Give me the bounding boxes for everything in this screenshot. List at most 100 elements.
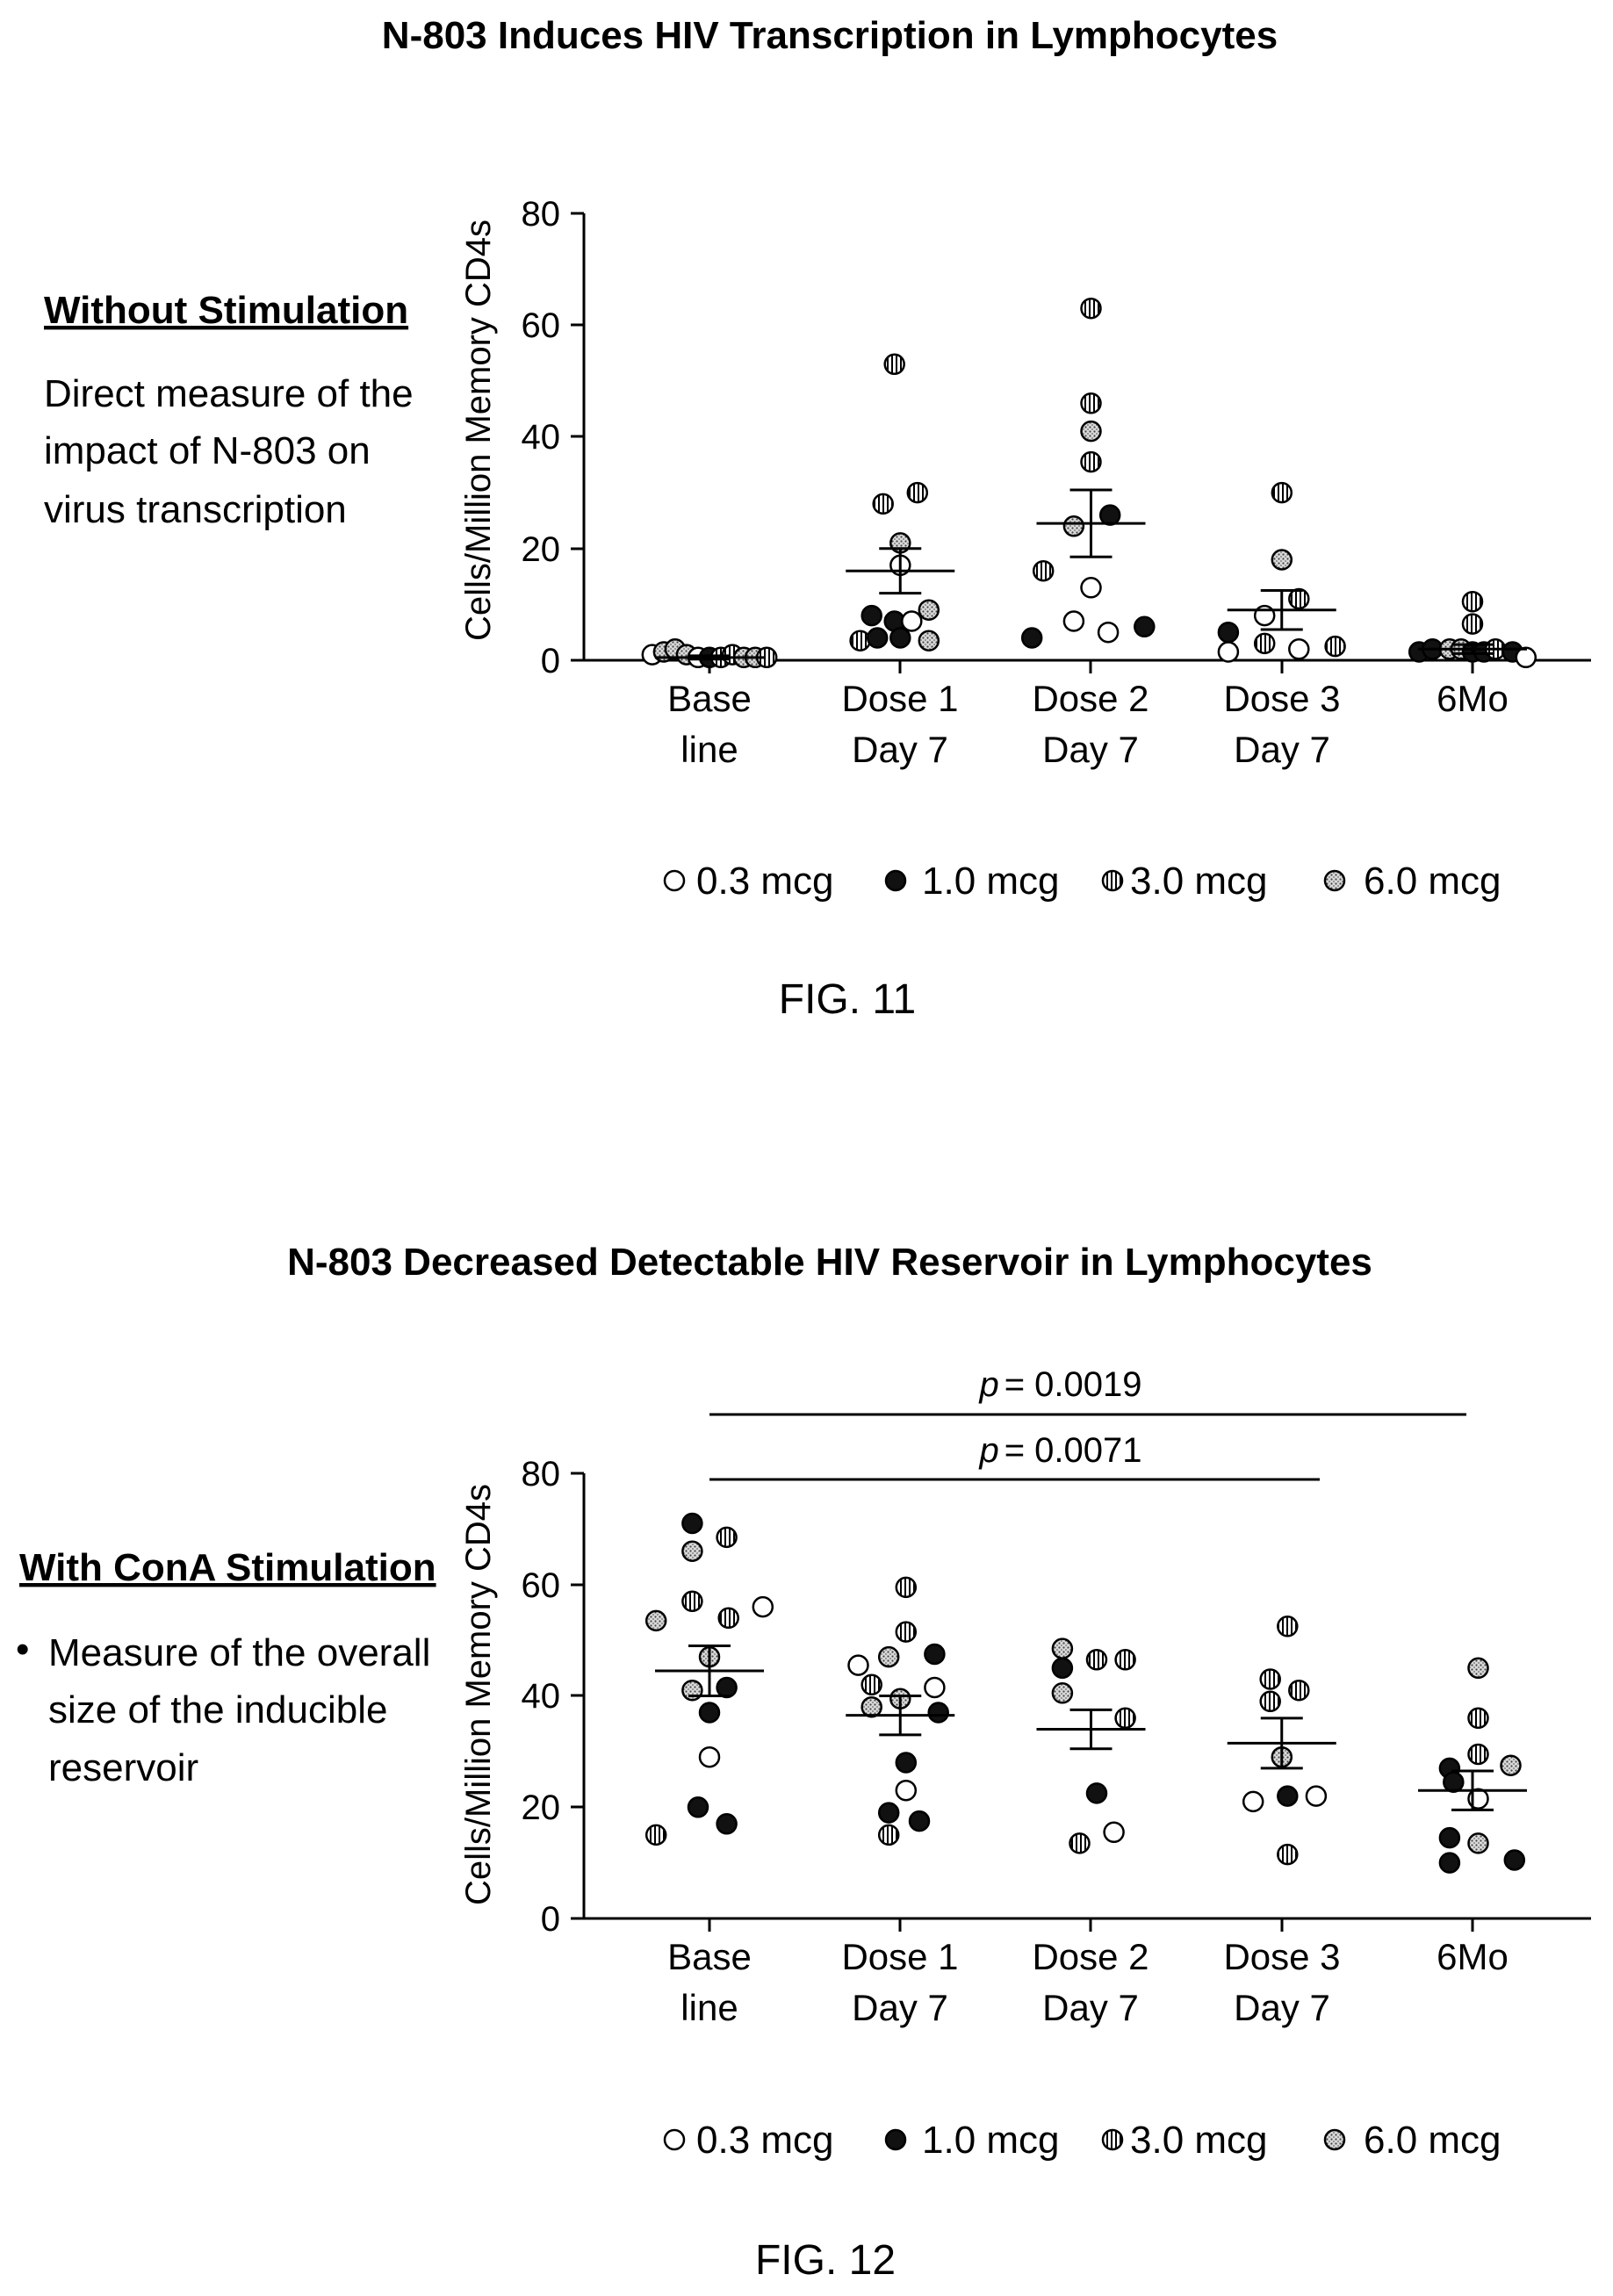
data-point-striped [1271, 481, 1293, 504]
y-axis: 0 20 40 60 80 [522, 1455, 586, 1939]
data-point-open [1242, 1790, 1264, 1813]
data-point-filled [681, 1512, 703, 1535]
legend-label: 0.3 mcg [696, 2119, 834, 2162]
data-point-filled [866, 627, 889, 649]
legend-marker-filled [884, 869, 907, 892]
x-tick-label: line [680, 1987, 738, 2028]
legend-label: 3.0 mcg [1130, 2119, 1268, 2162]
p-value-label: p = 0.0071 [978, 1431, 1141, 1470]
p-value-label: p = 0.0019 [978, 1365, 1141, 1404]
data-point-filled [1051, 1657, 1074, 1680]
data-point-dotted [1500, 1754, 1522, 1776]
x-tick-label: Dose 1 [841, 678, 958, 719]
data-point-striped [895, 1576, 918, 1599]
x-tick-label: Base [667, 1936, 752, 1977]
data-point-open [1305, 1785, 1328, 1807]
data-point-striped [849, 630, 871, 651]
x-tick-label: Day 7 [1234, 1987, 1330, 2028]
y-axis-label: Cells/Million Memory CD4s [459, 220, 498, 641]
data-point-filled [1277, 1785, 1299, 1807]
p-symbol: p [978, 1431, 998, 1470]
legend-label: 0.3 mcg [696, 860, 834, 903]
y-tick-label: 20 [522, 530, 561, 569]
data-point-striped [1069, 1832, 1091, 1854]
data-point-dotted [1051, 1682, 1074, 1704]
data-point-filled [927, 1702, 949, 1724]
legend-marker-open [663, 869, 686, 892]
y-tick-label: 80 [522, 1455, 561, 1493]
legend-marker-dotted [1323, 869, 1346, 892]
data-point-open [1062, 610, 1085, 632]
x-tick-label: Day 7 [852, 1987, 948, 2028]
data-point-striped [644, 1824, 667, 1846]
data-point-filled [1503, 1849, 1526, 1871]
side-bullet: • [16, 1628, 29, 1671]
data-point-filled [1085, 1782, 1108, 1804]
data-point-filled [716, 1813, 738, 1835]
x-tick-label: Dose 3 [1223, 678, 1340, 719]
data-point-striped [1032, 559, 1055, 582]
data-point-striped [1259, 1668, 1281, 1690]
data-point-filled [1443, 1771, 1465, 1793]
data-point-filled [716, 1676, 738, 1699]
data-point-dotted [1467, 1657, 1489, 1680]
data-point-open [1288, 638, 1310, 660]
data-point-dotted [1467, 1832, 1489, 1854]
legend: 0.3 mcg 1.0 mcg 3.0 mcg 6.0 mcg [663, 2119, 1501, 2162]
data-point-open [698, 1745, 721, 1768]
y-tick-label: 40 [522, 418, 561, 457]
data-point-open [924, 1676, 946, 1699]
plot-area [644, 1512, 1527, 1874]
y-tick-label: 60 [522, 306, 561, 345]
x-tick-label: Dose 2 [1032, 1936, 1149, 1977]
data-point-dotted [1062, 515, 1085, 537]
data-point-dotted [918, 599, 940, 621]
data-point-striped [1467, 1743, 1489, 1766]
data-point-striped [1324, 635, 1346, 658]
data-point-open [847, 1654, 869, 1676]
x-tick-label: 6Mo [1437, 678, 1509, 719]
data-point-dotted [1051, 1637, 1074, 1659]
data-point-striped [1114, 1649, 1136, 1671]
data-point-striped [861, 1673, 882, 1696]
x-tick-label: Day 7 [1234, 729, 1330, 770]
legend-marker-open [663, 2128, 686, 2151]
p-symbol: p [978, 1365, 998, 1404]
legend-label: 6.0 mcg [1364, 2119, 1501, 2162]
data-point-dotted [644, 1609, 667, 1632]
data-point-filled [1438, 1852, 1461, 1874]
chart-title: N-803 Induces HIV Transcription in Lymph… [382, 14, 1278, 57]
x-tick-label: Base [667, 678, 752, 719]
p-value: = 0.0071 [1005, 1431, 1142, 1470]
data-point-filled [1217, 621, 1240, 644]
data-point-striped [877, 1824, 900, 1846]
legend-marker-striped [1101, 2128, 1124, 2151]
data-point-filled [1020, 627, 1043, 649]
figure-label: FIG. 12 [755, 2237, 896, 2284]
data-point-dotted [877, 1645, 900, 1668]
data-point-open [1515, 646, 1537, 669]
data-point-striped [1253, 632, 1276, 655]
data-point-striped [1277, 1616, 1299, 1637]
data-point-filled [1134, 615, 1156, 638]
x-tick-label: 6Mo [1437, 1936, 1509, 1977]
side-heading: With ConA Stimulation [19, 1546, 436, 1589]
figure-label: FIG. 11 [779, 976, 917, 1023]
p-value: = 0.0019 [1005, 1365, 1142, 1404]
data-point-open [1217, 641, 1240, 663]
data-point-filled [1438, 1826, 1461, 1849]
data-point-striped [1467, 1707, 1489, 1730]
side-text-line: Measure of the overall [48, 1631, 430, 1674]
data-point-filled [861, 604, 882, 627]
side-text-line: Direct measure of the [44, 372, 414, 415]
data-point-filled [687, 1796, 709, 1818]
data-point-dotted [1080, 420, 1102, 443]
side-text-line: reservoir [48, 1746, 198, 1789]
x-tick-label: line [680, 729, 738, 770]
data-point-striped [872, 493, 894, 515]
legend-label: 3.0 mcg [1130, 860, 1268, 903]
panel-fig12: N-803 Decreased Detectable HIV Reservoir… [16, 1241, 1591, 2284]
data-point-striped [1080, 450, 1102, 473]
data-point-striped [895, 1621, 918, 1643]
